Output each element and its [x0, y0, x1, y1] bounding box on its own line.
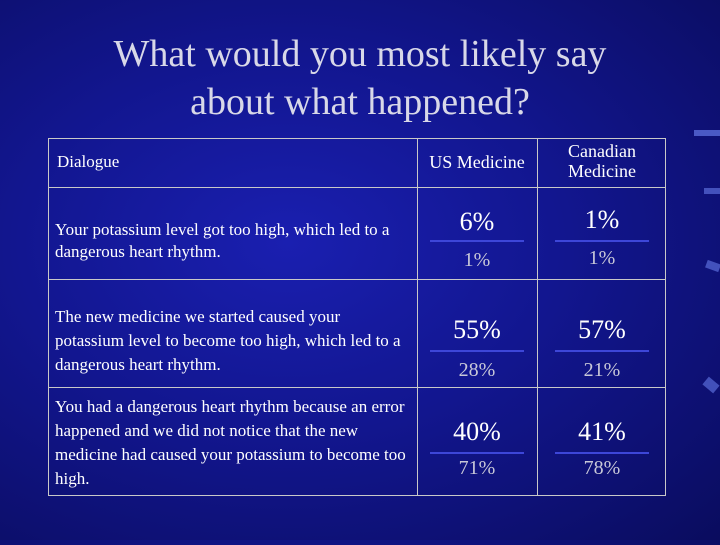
slide-title: What would you most likely say about wha… [0, 30, 720, 126]
row-1-us-separator [430, 240, 524, 242]
row-divider-1 [49, 279, 665, 280]
stripe-2 [704, 188, 720, 194]
row-2-ca-bottom: 21% [583, 359, 621, 381]
row-3-ca-top: 41% [578, 417, 626, 446]
row-1-ca-top: 1% [584, 205, 620, 234]
row-1-us-bottom: 1% [463, 249, 491, 271]
row-3-ca-separator [555, 452, 649, 454]
stripe-4 [702, 376, 720, 394]
header-canadian-line-1: Canadian [568, 141, 636, 161]
header-canadian-line-2: Medicine [568, 161, 636, 181]
slide-title-line-2: about what happened? [190, 81, 530, 123]
row-2-ca-top: 57% [578, 315, 626, 344]
stripe-1 [694, 130, 720, 136]
header-dialogue: Dialogue [57, 152, 120, 171]
row-3-us-separator [430, 452, 524, 454]
stripe-3 [705, 259, 720, 273]
row-3-us-bottom: 71% [458, 457, 496, 479]
col-divider-2 [537, 139, 538, 495]
row-divider-2 [49, 387, 665, 388]
decorative-stripes [680, 0, 720, 540]
row-3-us-top: 40% [453, 417, 501, 446]
survey-table: Dialogue US Medicine Canadian Medicine Y… [48, 138, 666, 496]
row-2-dialogue: The new medicine we started caused your … [55, 307, 401, 374]
row-2-us-separator [430, 350, 524, 352]
row-3-dialogue: You had a dangerous heart rhythm because… [55, 397, 406, 488]
col-divider-1 [417, 139, 418, 495]
row-3-ca-bottom: 78% [583, 457, 621, 479]
row-1-ca-separator [555, 240, 649, 242]
row-1-us-top: 6% [459, 207, 495, 236]
row-1-ca-bottom: 1% [588, 247, 616, 269]
slide-title-line-1: What would you most likely say [113, 33, 607, 75]
header-divider [49, 187, 665, 188]
row-2-us-top: 55% [453, 315, 501, 344]
row-2-ca-separator [555, 350, 649, 352]
header-us-medicine: US Medicine [429, 152, 525, 172]
decorative-stripes-svg [694, 130, 720, 394]
row-2-us-bottom: 28% [458, 359, 496, 381]
header-canadian-medicine: Canadian Medicine [537, 141, 667, 181]
row-1-dialogue: Your potassium level got too high, which… [55, 220, 390, 261]
